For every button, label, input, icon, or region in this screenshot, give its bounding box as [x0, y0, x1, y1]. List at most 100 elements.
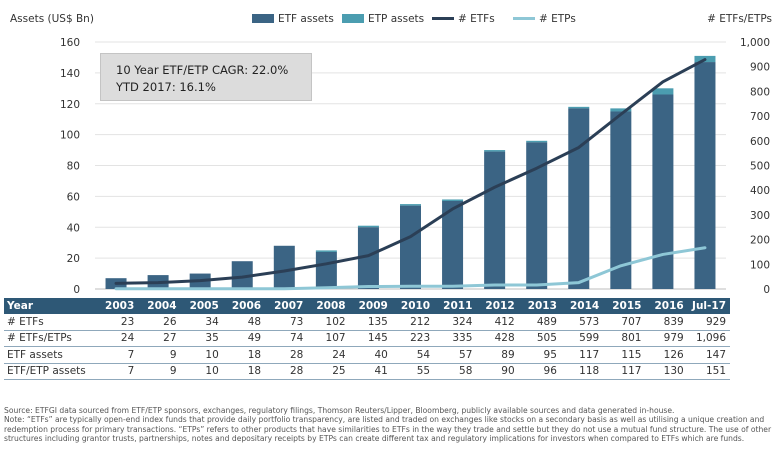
right-tick-label: 800: [750, 86, 770, 98]
left-tick-label: 140: [60, 68, 80, 80]
value-cell: 49: [222, 330, 266, 347]
value-cell: 102: [307, 314, 350, 331]
cagr-10-year: 10 Year ETF/ETP CAGR: 22.0%: [116, 63, 289, 77]
table-header-label: Year: [4, 298, 96, 314]
num-etfs-line: [114, 58, 707, 285]
value-cell: 1,096: [687, 330, 730, 347]
etp-assets-bar: [315, 250, 337, 252]
etf-assets-bar: [694, 62, 716, 289]
left-tick-label: 80: [67, 161, 80, 173]
etf-assets-bar: [484, 151, 506, 289]
right-tick-label: 700: [750, 111, 770, 123]
line-series: [114, 58, 707, 291]
etf-assets-bar: [652, 94, 674, 289]
etp-assets-bar: [400, 204, 421, 206]
year-cell: Jul-17: [687, 298, 730, 314]
value-cell: 90: [476, 363, 519, 380]
row-label: ETF assets: [4, 346, 96, 364]
right-tick-label: 500: [750, 161, 770, 173]
year-cell: 2003: [96, 298, 139, 314]
table-row: ETF assets 7 9 10 18 28 24 40 54 57 89 95 117 115 126 1…: [4, 346, 730, 364]
value-cell: 801: [603, 330, 646, 347]
value-cell: 212: [391, 314, 435, 331]
value-cell: 147: [687, 346, 730, 364]
value-cell: 151: [687, 363, 730, 380]
chart-legend: ETF assets ETP assets # ETFs # ETPs: [252, 13, 576, 25]
value-cell: 135: [349, 314, 392, 331]
value-cell: 929: [687, 314, 730, 331]
cagr-ytd: YTD 2017: 16.1%: [116, 80, 216, 94]
value-cell: 35: [180, 330, 223, 347]
assets-chart: Assets (US$ Bn) # ETFs/ETPs ETF assets ET…: [10, 13, 772, 296]
row-label: ETF/ETP assets: [4, 363, 96, 380]
value-cell: 599: [560, 330, 604, 347]
year-cell: 2012: [476, 298, 519, 314]
value-cell: 335: [434, 330, 477, 347]
year-cell: 2005: [180, 298, 223, 314]
etp-assets-bar: [652, 88, 674, 95]
etp-assets-bar: [610, 108, 632, 112]
value-cell: 428: [476, 330, 519, 347]
right-tick-label: 600: [750, 136, 770, 148]
value-cell: 324: [434, 314, 477, 331]
value-cell: 57: [434, 346, 477, 364]
etp-assets-bar: [442, 199, 464, 202]
right-tick-label: 400: [750, 185, 770, 197]
etf-assets-bar: [357, 227, 379, 289]
data-table: Year 2003 2004 2005 2006 2007 2008 2009 2010 2011…: [4, 298, 730, 380]
table-header-row: Year 2003 2004 2005 2006 2007 2008 2009 2010 2011…: [4, 298, 730, 314]
value-cell: 979: [645, 330, 688, 347]
value-cell: 18: [222, 346, 266, 364]
table-row: ETF/ETP assets 7 9 10 18 28 25 41 55 58 90 96 118 117…: [4, 363, 730, 380]
value-cell: 40: [349, 346, 392, 364]
row-label: # ETFs/ETPs: [4, 330, 96, 347]
table-row: # ETFs/ETPs 24 27 35 49 74 107 145 223 335 428 505 5…: [4, 330, 730, 347]
value-cell: 505: [518, 330, 561, 347]
value-cell: 96: [518, 363, 561, 380]
right-tick-label: 900: [750, 62, 770, 74]
year-cell: 2013: [518, 298, 561, 314]
year-cell: 2010: [391, 298, 435, 314]
year-cell: 2009: [349, 298, 392, 314]
left-axis-ticks: 0 20 40 60 80 100 120 140 160: [60, 37, 80, 296]
value-cell: 9: [138, 363, 181, 380]
year-cell: 2014: [560, 298, 604, 314]
value-cell: 34: [180, 314, 223, 331]
value-cell: 28: [265, 363, 308, 380]
right-tick-label: 1,000: [740, 37, 770, 49]
value-cell: 412: [476, 314, 519, 331]
value-cell: 25: [307, 363, 350, 380]
left-axis-title: Assets (US$ Bn): [10, 13, 94, 25]
value-cell: 9: [138, 346, 181, 364]
value-cell: 54: [391, 346, 435, 364]
value-cell: 117: [603, 363, 646, 380]
value-cell: 55: [391, 363, 435, 380]
etf-assets-bar: [273, 245, 295, 289]
legend-swatch: [342, 14, 364, 23]
etf-assets-bar: [610, 111, 632, 289]
right-tick-label: 0: [763, 284, 770, 296]
year-cell: 2015: [603, 298, 646, 314]
legend-swatch: [252, 14, 274, 23]
year-cell: 2007: [265, 298, 308, 314]
value-cell: 89: [476, 346, 519, 364]
etf-assets-bar: [315, 251, 337, 289]
value-cell: 26: [138, 314, 181, 331]
etp-assets-bar: [357, 225, 379, 228]
note-text: Note: “ETFs” are typically open-end inde…: [4, 415, 772, 444]
value-cell: 126: [645, 346, 688, 364]
value-cell: 41: [349, 363, 392, 380]
year-cell: 2004: [138, 298, 181, 314]
etf-assets-bar: [442, 201, 464, 289]
etp-assets-bar: [526, 140, 548, 143]
left-tick-label: 120: [60, 99, 80, 111]
value-cell: 117: [560, 346, 604, 364]
etf-assets-bar: [526, 142, 548, 289]
row-label: # ETFs: [4, 314, 96, 331]
value-cell: 23: [96, 314, 139, 331]
year-cell: 2008: [307, 298, 350, 314]
left-tick-label: 100: [60, 130, 80, 142]
year-cell: 2016: [645, 298, 688, 314]
footnote: Source: ETFGI data sourced from ETF/ETP …: [4, 406, 774, 444]
etf-assets-bar: [568, 108, 590, 289]
